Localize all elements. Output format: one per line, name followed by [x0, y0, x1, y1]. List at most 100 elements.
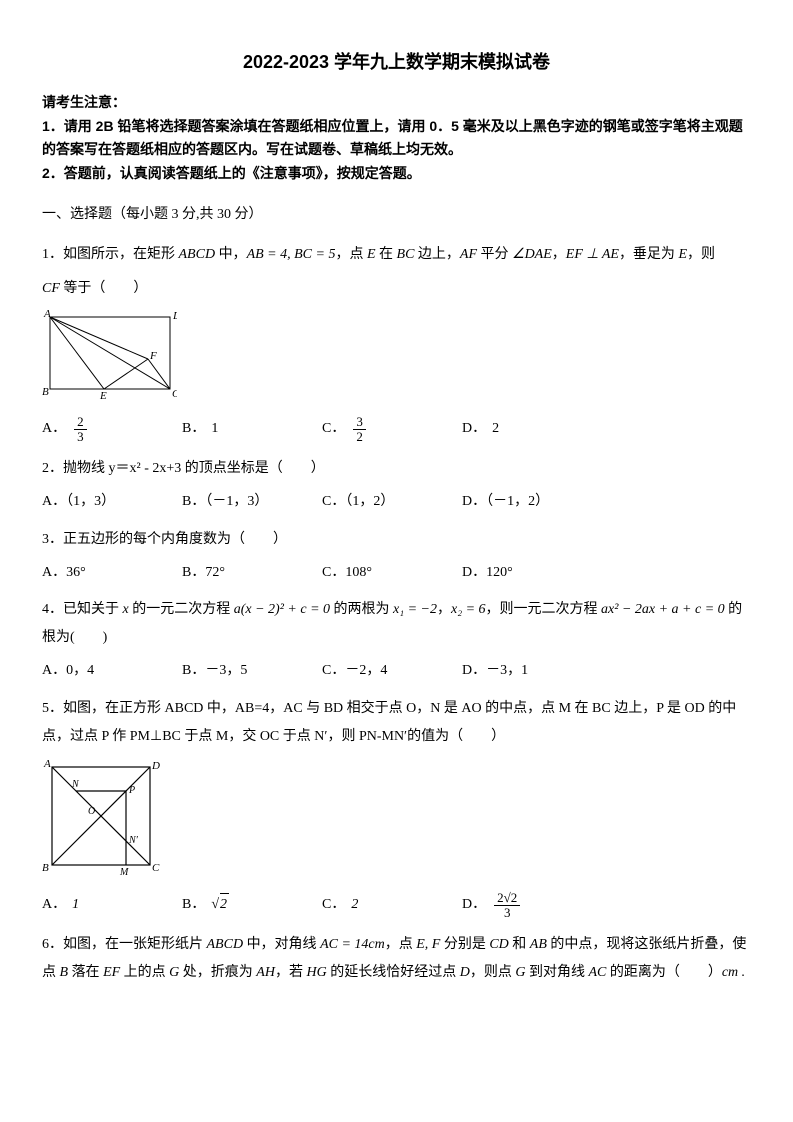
q4-b: 的一元二次方程: [129, 602, 234, 617]
svg-text:F: F: [149, 350, 157, 362]
q5-b: B． 2: [182, 891, 322, 919]
q1-options: A． 23 B． 1 C． 32 D． 2: [42, 415, 751, 443]
svg-text:N: N: [71, 779, 80, 790]
q1-Evar: E: [678, 247, 687, 262]
svg-text:B: B: [42, 386, 49, 398]
question-2: 2．抛物线 y＝x² - 2x+3 的顶点坐标是（ ） A．（1，3） B．（－…: [42, 455, 751, 513]
instructions-line1: 1．请用 2B 铅笔将选择题答案涂填在答题纸相应位置上，请用 0．5 毫米及以上…: [42, 115, 751, 160]
q2-c: C．（1，2）: [322, 491, 462, 513]
q1-CF: CF: [42, 281, 60, 296]
q5-c-label: C．: [322, 894, 345, 916]
q1-t2: 中，: [215, 247, 247, 262]
q1-BC: BC: [397, 247, 415, 262]
q4-a: 4．已知关于: [42, 602, 123, 617]
q6-ACv: AC: [588, 965, 606, 980]
instructions-line2: 2．答题前，认真阅读答题纸上的《注意事项》，按规定答题。: [42, 162, 751, 184]
q1-t6: 平分: [477, 247, 512, 262]
q1-angle: ∠DAE: [512, 247, 552, 262]
q6-ABCD: ABCD: [207, 937, 244, 952]
q6-h: 上的点: [120, 965, 169, 980]
q1-svg: A D B C E F: [42, 309, 177, 399]
q6-g: 落在: [68, 965, 103, 980]
q3-stem: 3．正五边形的每个内角度数为（ ）: [42, 526, 751, 554]
q1-t8: ，垂足为: [619, 247, 679, 262]
question-5: 5．如图，在正方形 ABCD 中，AB=4，AC 与 BD 相交于点 O，N 是…: [42, 695, 751, 920]
q1-eq: AB = 4, BC = 5: [247, 247, 336, 262]
q6-AB: AB: [530, 937, 547, 952]
q6-D: D: [460, 965, 470, 980]
q6-n: 的距离为（ ）: [606, 965, 722, 980]
q6-Gv: G: [515, 965, 525, 980]
q4-eq2: ax² − 2ax + a + c = 0: [601, 602, 725, 617]
q6-d: 分别是: [440, 937, 489, 952]
q6-l: ，则点: [470, 965, 516, 980]
q1-t9: ，则: [687, 247, 715, 262]
q1-stem: 1．如图所示，在矩形 ABCD 中，AB = 4, BC = 5，点 E 在 B…: [42, 241, 751, 269]
q1-a-label: A．: [42, 418, 66, 440]
q6-B: B: [60, 965, 69, 980]
q4-options: A．0，4 B．－3，5 C．－2，4 D．－3，1: [42, 660, 751, 682]
svg-text:C: C: [152, 862, 160, 874]
svg-text:A: A: [43, 758, 51, 770]
svg-text:M: M: [119, 867, 129, 875]
q5-d-label: D．: [462, 894, 486, 916]
q5-a-val: 1: [72, 894, 79, 916]
q6-k: 的延长线恰好经过点: [327, 965, 460, 980]
q3-c: C．108°: [322, 562, 462, 584]
q3-options: A．36° B．72° C．108° D．120°: [42, 562, 751, 584]
q5-d: D． 2√23: [462, 891, 602, 919]
q3-d: D．120°: [462, 562, 602, 584]
question-6: 6．如图，在一张矩形纸片 ABCD 中，对角线 AC = 14cm，点 E, F…: [42, 931, 751, 987]
q1-t10: 等于（ ）: [60, 281, 148, 296]
q6-AC: AC = 14cm: [320, 937, 385, 952]
q4-B: B．－3，5: [182, 660, 322, 682]
q1-stem2: CF 等于（ ）: [42, 275, 751, 303]
q1-t5: 边上，: [414, 247, 460, 262]
svg-text:N′: N′: [128, 835, 139, 846]
section-header: 一、选择题（每小题 3 分,共 30 分）: [42, 204, 751, 226]
q4-x2: x₂ = 6: [451, 602, 486, 617]
svg-text:D: D: [151, 760, 160, 772]
svg-text:A: A: [43, 309, 51, 320]
q6-m: 到对角线: [525, 965, 588, 980]
q6-CD: CD: [489, 937, 508, 952]
q1-t4: 在: [376, 247, 397, 262]
q5-b-val: 2: [211, 893, 229, 916]
q5-a: A． 1: [42, 891, 182, 919]
q6-AH: AH: [256, 965, 275, 980]
q1-option-d: D． 2: [462, 415, 602, 443]
q2-stem: 2．抛物线 y＝x² - 2x+3 的顶点坐标是（ ）: [42, 455, 751, 483]
svg-text:O: O: [88, 806, 95, 817]
q4-sep: ，: [437, 602, 451, 617]
q4-C: C．－2，4: [322, 660, 462, 682]
q4-D: D．－3，1: [462, 660, 602, 682]
svg-text:C: C: [172, 388, 177, 399]
q1-t3: ，点: [335, 247, 367, 262]
q4-x1: x₁ = −2: [393, 602, 437, 617]
page-title: 2022-2023 学年九上数学期末模拟试卷: [42, 48, 751, 77]
q6-EFv: EF: [103, 965, 120, 980]
q5-b-label: B．: [182, 894, 205, 916]
q2-d: D．（－1，2）: [462, 491, 602, 513]
q1-E: E: [367, 247, 376, 262]
question-1: 1．如图所示，在矩形 ABCD 中，AB = 4, BC = 5，点 E 在 B…: [42, 241, 751, 444]
q2-b: B．（－1，3）: [182, 491, 322, 513]
question-3: 3．正五边形的每个内角度数为（ ） A．36° B．72° C．108° D．1…: [42, 526, 751, 584]
q1-option-c: C． 32: [322, 415, 462, 443]
q5-c-val: 2: [351, 894, 358, 916]
svg-text:E: E: [99, 390, 107, 399]
q5-figure: A D B C O N P N′ M: [42, 757, 751, 883]
q4-d: ，则一元二次方程: [486, 602, 602, 617]
q3-b: B．72°: [182, 562, 322, 584]
q1-c-frac: 32: [353, 415, 366, 443]
q5-options: A． 1 B． 2 C． 2 D． 2√23: [42, 891, 751, 919]
q4-eq1: a(x − 2)² + c = 0: [234, 602, 330, 617]
q1-d-label: D．: [462, 418, 486, 440]
q1-t7: ，: [552, 247, 566, 262]
q1-AF: AF: [460, 247, 477, 262]
q6-HG: HG: [306, 965, 326, 980]
q2-a: A．（1，3）: [42, 491, 182, 513]
q6-j: ，若: [275, 965, 307, 980]
q4-c: 的两根为: [330, 602, 393, 617]
q3-a: A．36°: [42, 562, 182, 584]
